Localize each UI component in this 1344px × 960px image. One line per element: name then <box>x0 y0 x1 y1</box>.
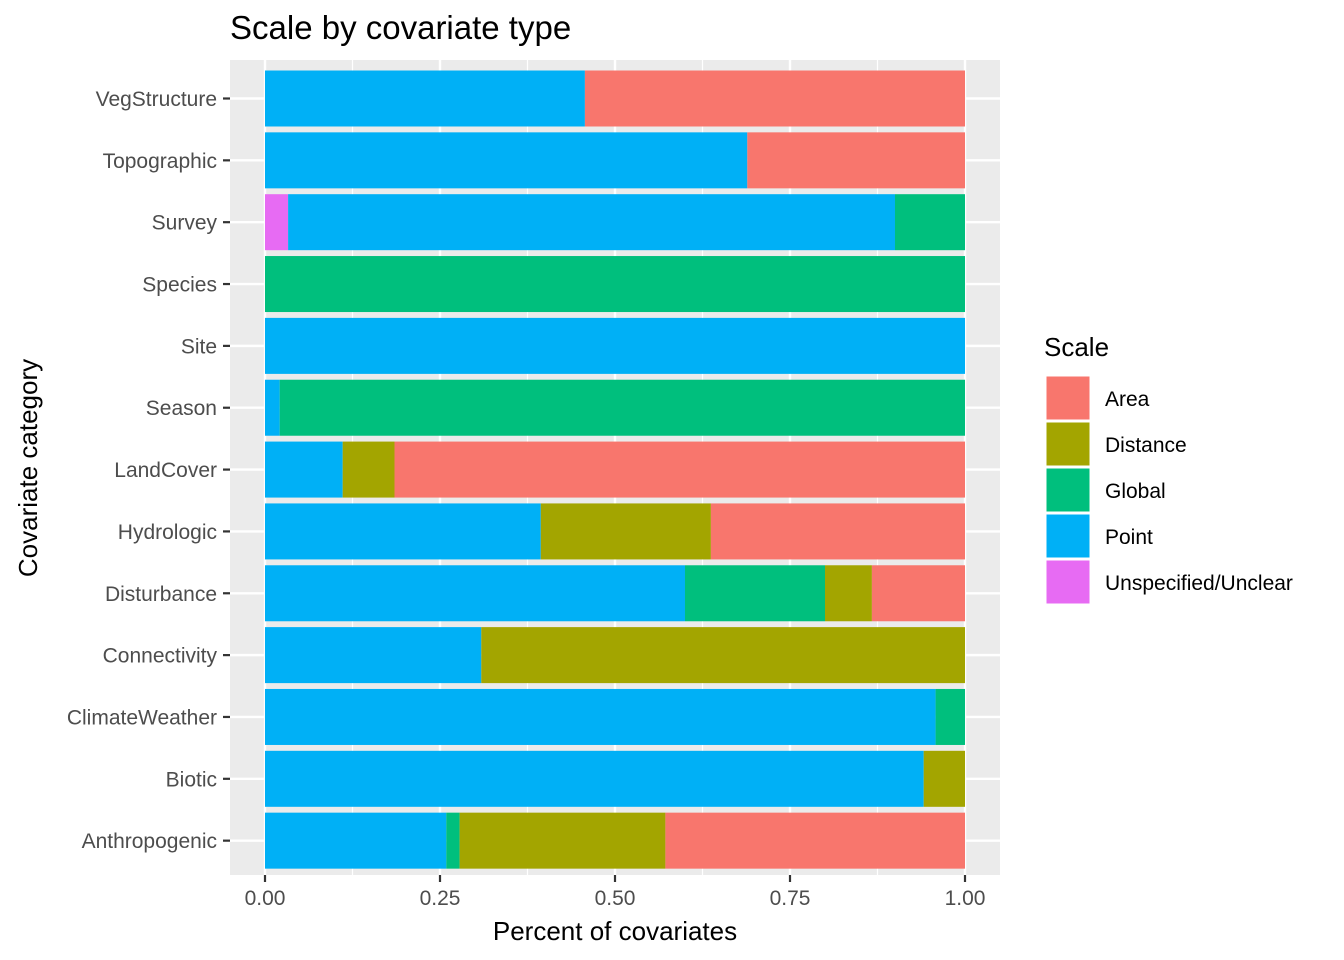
bar-landcover-area <box>394 441 965 498</box>
y-axis-title: Covariate category <box>13 359 43 577</box>
y-tick-label-anthropogenic: Anthropogenic <box>82 830 217 853</box>
bar-disturbance-distance <box>825 565 872 622</box>
bar-season-point <box>265 379 280 436</box>
bar-site-point <box>265 317 965 374</box>
bar-landcover-point <box>265 441 343 498</box>
bar-topographic-point <box>265 132 748 189</box>
y-tick-label-hydrologic: Hydrologic <box>118 521 217 544</box>
y-tick-label-connectivity: Connectivity <box>103 645 218 668</box>
bar-disturbance-global <box>685 565 825 622</box>
y-tick-label-climateweather: ClimateWeather <box>67 706 217 729</box>
bar-anthropogenic-global <box>446 812 460 869</box>
bar-vegstructure-point <box>265 70 585 127</box>
y-tick-label-vegstructure: VegStructure <box>96 88 217 111</box>
bar-landcover-distance <box>342 441 395 498</box>
bar-biotic-point <box>265 750 924 807</box>
y-tick-label-biotic: Biotic <box>166 768 217 791</box>
legend-swatch-point <box>1045 513 1091 559</box>
legend-label-distance: Distance <box>1105 434 1187 457</box>
legend-label-area: Area <box>1105 388 1150 411</box>
y-tick-label-disturbance: Disturbance <box>105 583 217 606</box>
bar-topographic-area <box>747 132 965 189</box>
legend-swatch-global <box>1045 467 1091 513</box>
x-tick-label: 0.25 <box>420 887 461 910</box>
bar-species-global <box>265 256 965 313</box>
x-axis: 0.00 0.25 0.50 0.75 1.00 <box>245 875 986 910</box>
bar-season-global <box>279 379 965 436</box>
legend-swatch-area <box>1045 375 1091 421</box>
bar-disturbance-area <box>871 565 965 622</box>
bar-climateweather-global <box>935 688 965 745</box>
bar-connectivity-point <box>265 627 482 684</box>
bar-connectivity-distance <box>481 627 965 684</box>
chart-title: Scale by covariate type <box>230 9 571 46</box>
legend-label-unspecified-unclear: Unspecified/Unclear <box>1105 572 1293 595</box>
y-axis: VegStructure Topographic Survey Species Site… <box>67 88 230 853</box>
legend-items: Area Distance Global Point Unspecified/Uncle… <box>1045 375 1293 605</box>
y-tick-label-landcover: LandCover <box>114 459 217 482</box>
legend: Scale Area Distance Global Point Unspecified… <box>1044 332 1293 605</box>
legend-swatch-distance <box>1045 421 1091 467</box>
x-tick-label: 0.75 <box>770 887 811 910</box>
bars <box>265 70 965 869</box>
bar-survey-unspecified-unclear <box>265 194 289 251</box>
bar-hydrologic-distance <box>540 503 711 560</box>
x-tick-label: 0.50 <box>595 887 636 910</box>
bar-climateweather-point <box>265 688 936 745</box>
legend-title: Scale <box>1044 332 1109 362</box>
y-tick-label-survey: Survey <box>152 212 218 235</box>
x-tick-label: 0.00 <box>245 887 286 910</box>
bar-survey-point <box>288 194 896 251</box>
y-tick-label-season: Season <box>146 397 217 420</box>
bar-disturbance-point <box>265 565 685 622</box>
bar-hydrologic-area <box>710 503 965 560</box>
bar-vegstructure-area <box>584 70 965 127</box>
y-tick-label-species: Species <box>142 274 217 297</box>
legend-label-point: Point <box>1105 526 1153 549</box>
y-tick-label-topographic: Topographic <box>103 150 217 173</box>
legend-label-global: Global <box>1105 480 1166 503</box>
bar-anthropogenic-point <box>265 812 447 869</box>
bar-survey-global <box>895 194 965 251</box>
bar-hydrologic-point <box>265 503 541 560</box>
legend-swatch-unspecified-unclear <box>1045 559 1091 605</box>
bar-biotic-distance <box>923 750 965 807</box>
x-tick-label: 1.00 <box>945 887 986 910</box>
bar-anthropogenic-area <box>665 812 965 869</box>
y-tick-label-site: Site <box>181 335 217 358</box>
x-axis-title: Percent of covariates <box>493 916 737 946</box>
bar-anthropogenic-distance <box>459 812 666 869</box>
